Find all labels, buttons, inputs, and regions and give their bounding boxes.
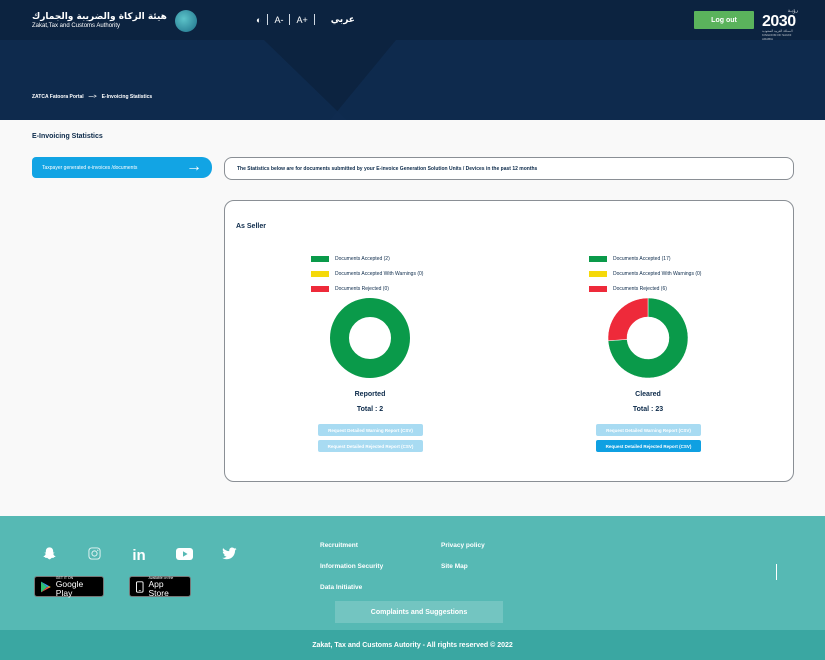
- app-store-badge[interactable]: Available on the App Store: [129, 576, 191, 597]
- divider: [289, 14, 291, 25]
- google-play-icon: [41, 581, 51, 592]
- google-play-label: Google Play: [55, 578, 84, 598]
- cleared-warning-report-button[interactable]: Request Detailed Warning Report (CSV): [596, 424, 701, 436]
- legend-item-rejected: Documents Rejected (6): [589, 281, 701, 296]
- reported-donut-chart: [330, 298, 410, 378]
- copyright-text: Zakat, Tax and Customs Autority - All ri…: [312, 641, 513, 649]
- copyright-bar: Zakat, Tax and Customs Autority - All ri…: [0, 630, 825, 660]
- social-links: in: [40, 546, 238, 565]
- cleared-rejected-report-button[interactable]: Request Detailed Rejected Report (CSV): [596, 440, 701, 452]
- donut-slice-rejected: [607, 297, 649, 341]
- vision-2030-logo: رؤيـة 2030 المملكة العربية السعودية KING…: [762, 8, 798, 41]
- breadcrumb-arrow-icon: —>: [88, 94, 97, 100]
- twitter-icon[interactable]: [220, 547, 238, 564]
- scroll-indicator: [776, 564, 777, 580]
- logo-arabic: هيئة الزكاة والضريبة والجمارك: [32, 12, 167, 23]
- legend-label: Documents Accepted (17): [613, 255, 671, 262]
- cleared-panel: Documents Accepted (17) Documents Accept…: [589, 251, 825, 461]
- recruitment-link[interactable]: Recruitment: [320, 542, 358, 549]
- vision-year: 2030: [762, 13, 796, 30]
- phone-icon: [136, 580, 144, 593]
- arrow-right-icon: →: [186, 158, 202, 175]
- accessibility-tools: ◐ A- A+ عربي: [256, 14, 355, 25]
- rejected-swatch: [589, 285, 607, 292]
- legend-label: Documents Rejected (0): [335, 285, 389, 292]
- legend-item-accepted: Documents Accepted (2): [311, 251, 423, 266]
- seller-statistics-card: As Seller Documents Accepted (2) Documen…: [224, 200, 794, 482]
- app-store-label: App Store: [148, 578, 169, 598]
- font-increase-button[interactable]: A+: [296, 14, 308, 25]
- warnings-swatch: [589, 270, 607, 277]
- font-decrease-button[interactable]: A-: [274, 14, 284, 25]
- page-title: E-Invoicing Statistics: [32, 133, 103, 140]
- reported-warning-report-button[interactable]: Request Detailed Warning Report (CSV): [318, 424, 423, 436]
- reported-rejected-report-button[interactable]: Request Detailed Rejected Report (CSV): [318, 440, 423, 452]
- zatca-logo[interactable]: هيئة الزكاة والضريبة والجمارك Zakat,Tax …: [32, 10, 197, 32]
- app-store-small-text: Available on the: [148, 575, 174, 580]
- legend-item-rejected: Documents Rejected (0): [311, 281, 423, 296]
- contrast-icon[interactable]: ◐: [256, 14, 262, 25]
- google-play-small-text: GET IT ON: [55, 575, 74, 580]
- google-play-badge[interactable]: GET IT ON Google Play: [34, 576, 104, 597]
- cleared-total: Total : 23: [632, 406, 664, 413]
- breadcrumb: ZATCA Fatoora Portal —> E-Invoicing Stat…: [32, 94, 152, 100]
- legend-item-warnings: Documents Accepted With Warnings (0): [589, 266, 701, 281]
- language-toggle[interactable]: عربي: [330, 14, 355, 25]
- app-store-text: Available on the App Store: [149, 576, 184, 598]
- logout-button[interactable]: Log out: [694, 11, 754, 29]
- site-header: هيئة الزكاة والضريبة والجمارك Zakat,Tax …: [0, 0, 825, 120]
- donut-slice-accepted: [330, 298, 410, 378]
- accepted-swatch: [589, 255, 607, 262]
- complaints-suggestions-button[interactable]: Complaints and Suggestions: [335, 601, 503, 623]
- donut-slice-accepted: [607, 297, 689, 379]
- youtube-icon[interactable]: [175, 547, 193, 564]
- section-title: As Seller: [236, 223, 266, 230]
- reported-total: Total : 2: [356, 406, 384, 413]
- information-security-link[interactable]: Information Security: [320, 563, 384, 570]
- privacy-policy-link[interactable]: Privacy policy: [441, 542, 485, 549]
- divider: [267, 14, 269, 25]
- linkedin-icon[interactable]: in: [132, 547, 146, 564]
- statistics-info-banner: The Statistics below are for documents s…: [224, 157, 794, 180]
- vision-arabic: رؤيـة: [787, 8, 798, 14]
- accepted-swatch: [311, 255, 329, 262]
- rejected-swatch: [311, 285, 329, 292]
- sidebar-item-label: Taxpayer generated e-invoices /documents: [42, 164, 138, 171]
- instagram-icon[interactable]: [85, 547, 103, 564]
- legend-item-accepted: Documents Accepted (17): [589, 251, 701, 266]
- logo-text: هيئة الزكاة والضريبة والجمارك Zakat,Tax …: [32, 12, 167, 29]
- legend-label: Documents Rejected (6): [613, 285, 667, 292]
- cleared-legend: Documents Accepted (17) Documents Accept…: [589, 251, 701, 296]
- google-play-text: GET IT ON Google Play: [56, 576, 97, 598]
- site-map-link[interactable]: Site Map: [441, 563, 468, 570]
- vision-subtitle-en: KINGDOM OF SAUDI ARABIA: [762, 33, 792, 41]
- breadcrumb-root[interactable]: ZATCA Fatoora Portal: [32, 94, 84, 100]
- logo-english: Zakat,Tax and Customs Authority: [32, 22, 121, 29]
- sidebar-item-taxpayer-documents[interactable]: Taxpayer generated e-invoices /documents…: [32, 157, 212, 178]
- reported-legend: Documents Accepted (2) Documents Accepte…: [311, 251, 423, 296]
- legend-label: Documents Accepted (2): [335, 255, 390, 262]
- warnings-swatch: [311, 270, 329, 277]
- legend-label: Documents Accepted With Warnings (0): [613, 270, 702, 277]
- breadcrumb-current: E-Invoicing Statistics: [101, 94, 153, 100]
- snapchat-icon[interactable]: [40, 546, 58, 565]
- cleared-label: Cleared: [635, 391, 661, 398]
- cleared-donut-chart: [607, 297, 689, 379]
- legend-label: Documents Accepted With Warnings (0): [335, 270, 424, 277]
- legend-item-warnings: Documents Accepted With Warnings (0): [311, 266, 423, 281]
- data-initiative-link[interactable]: Data Initiative: [320, 584, 363, 591]
- statistics-info-text: The Statistics below are for documents s…: [237, 165, 538, 172]
- zatca-emblem-icon: [174, 10, 197, 32]
- reported-label: Reported: [354, 391, 386, 398]
- site-footer: in GET IT ON Google Play Available on th…: [0, 516, 825, 630]
- vision-subtitle: المملكة العربية السعودية: [762, 29, 793, 33]
- reported-panel: Documents Accepted (2) Documents Accepte…: [311, 251, 551, 461]
- header-decoration: [330, 40, 825, 120]
- divider: [313, 14, 315, 25]
